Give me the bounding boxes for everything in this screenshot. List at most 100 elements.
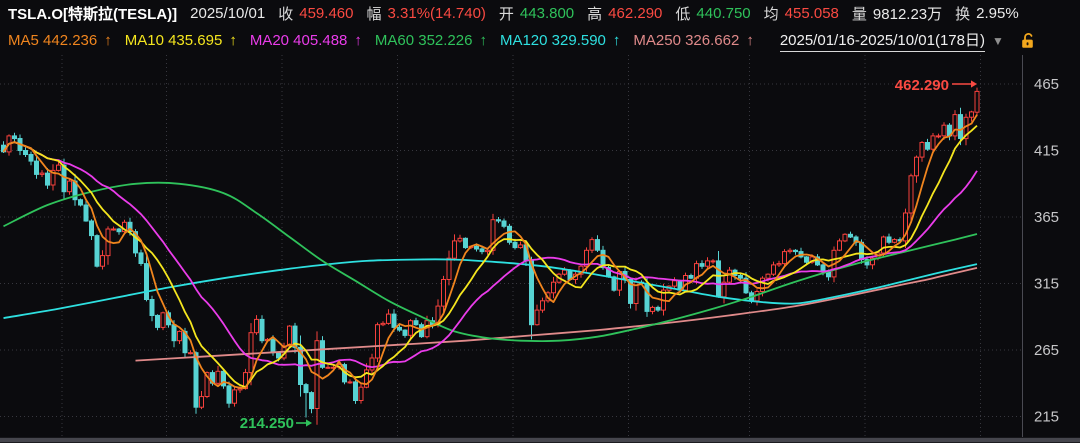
ma-line-ma120 [3,258,978,319]
candle-up [441,275,446,315]
candle-up [881,235,886,257]
candle-down [391,309,397,332]
lock-icon[interactable] [1019,31,1037,50]
candlestick-chart[interactable]: 465 415 365 315 265 215 462.290 214.250 [0,54,1080,443]
ma-legend-item: MA250 326.662 ↑ [633,32,753,49]
candle-up [50,164,56,191]
candle-up [936,133,941,139]
axis-tick-label: 465 [1034,76,1059,93]
axis-tick-label: 415 [1034,143,1059,160]
candle-up [771,261,776,276]
candle-up [842,233,848,243]
ma-line-ma10 [2,124,978,388]
quote-date: 2025/10/01 [190,5,266,22]
candle-down [83,199,89,222]
quote-field-label: 量 [851,6,867,23]
quote-field-value: 9812.23万 [872,6,943,23]
quote-field: 低 440.750 [675,3,750,24]
candle-up [111,226,116,231]
ma-line-ma5 [2,114,978,389]
candle-up [518,241,523,249]
candle-up [969,110,974,122]
candle-up [457,234,463,243]
candle-down [138,249,144,266]
quote-field: 高 462.290 [587,3,662,24]
candle-up [39,170,45,177]
quote-field-label: 开 [498,6,514,23]
candle-down [292,322,298,354]
candle-up [952,110,958,141]
candle-down [595,235,600,252]
trend-up-arrow-icon: ↑ [354,32,362,49]
candle-up [963,113,969,146]
candle-up [776,260,782,267]
quote-field: 幅 3.31%(14.740) [366,3,485,24]
candle-up [232,387,237,407]
candle-down [303,383,309,418]
candle-up [254,315,259,335]
candle-down [149,295,155,322]
trend-up-arrow-icon: ↑ [229,32,237,49]
candle-up [589,237,595,253]
ma-legend-text: MA120 329.590 [499,32,606,49]
candle-up [67,179,72,195]
candle-down [925,138,930,151]
candle-down [78,198,83,207]
quote-header: TSLA.O[特斯拉(TESLA)] 2025/10/01 收 459.460 幅 3… [0,0,1080,27]
axis-tick-label: 265 [1034,342,1059,359]
candle-down [155,314,160,331]
horizontal-scrollbar[interactable] [0,437,1080,443]
ma-legend-bar: MA5 442.236 ↑ MA10 435.695 ↑ MA20 405.488 ↑ MA… [0,27,1080,54]
candle-down [193,351,199,414]
candle-down [144,256,149,302]
candle-down [28,151,34,166]
candle-up [705,257,710,269]
candle-up [369,353,375,375]
candle-down [655,305,661,312]
candle-down [886,233,892,245]
quote-field-label: 低 [675,6,691,23]
candle-down [848,231,853,238]
quote-field: 量 9812.23万 [852,3,942,24]
ma-line-ma250 [135,267,978,362]
grid [0,55,1022,437]
quote-field-label: 换 [955,6,971,23]
candle-up [787,248,793,254]
ma-lines-layer [2,114,978,389]
quote-field-label: 均 [763,6,779,23]
candle-up [160,311,166,331]
candle-down [221,369,226,389]
candle-up [974,87,980,117]
high-annotation: 462.290 [895,77,977,94]
date-range-label[interactable]: 2025/01/16-2025/10/01(178日) [779,29,985,52]
candle-up [347,379,353,384]
quote-field-value: 2.95% [976,5,1019,22]
quote-field-value: 440.750 [696,5,751,22]
candle-down [501,218,507,229]
candle-up [919,141,925,162]
ma-legend-item: MA120 329.590 ↑ [500,32,620,49]
quote-field-value: 455.058 [784,5,839,22]
candle-up [375,322,380,362]
candle-down [12,132,17,142]
candle-up [551,277,556,299]
quote-field-value: 459.460 [299,5,354,22]
ma-legend-text: MA5 442.236 [8,32,98,49]
chevron-down-icon[interactable]: ▼ [991,33,1004,48]
quote-field-value: 443.800 [519,5,575,22]
quote-field-label: 收 [278,6,294,23]
quote-field: 开 443.800 [499,3,574,24]
date-range-selector[interactable]: 2025/01/16-2025/10/01(178日) ▼ [779,29,1004,52]
candle-up [446,250,452,286]
quote-field: 收 459.460 [278,3,353,24]
candle-down [793,249,798,255]
axis-tick-label: 315 [1034,276,1059,293]
price-axis: 465 415 365 315 265 215 [1022,55,1059,437]
candle-up [358,382,364,404]
candle-down [309,391,314,414]
ma-legend-text: MA250 326.662 [633,32,740,49]
candle-up [540,297,545,313]
candle-down [116,227,122,235]
candle-up [386,309,391,325]
candle-down [699,260,705,269]
